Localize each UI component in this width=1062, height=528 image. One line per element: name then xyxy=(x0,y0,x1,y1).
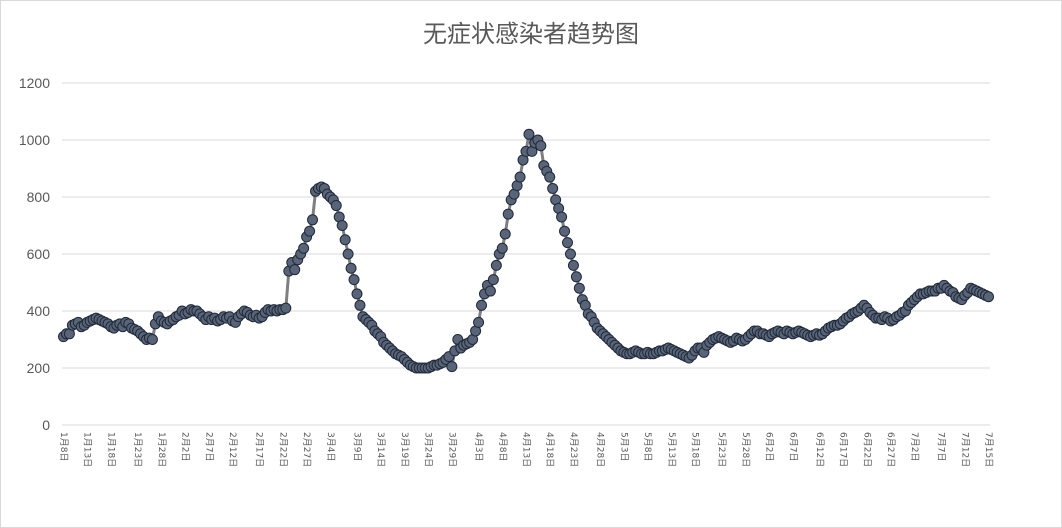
x-tick-label: 1月13日 xyxy=(82,432,93,467)
data-point xyxy=(983,291,995,303)
x-tick-label: 2月2日 xyxy=(180,432,191,461)
x-tick-label: 4月13日 xyxy=(521,432,532,467)
x-tick-label: 2月17日 xyxy=(254,432,265,467)
data-point xyxy=(570,271,582,283)
x-tick-label: 6月17日 xyxy=(838,432,849,467)
x-tick-label: 3月9日 xyxy=(352,432,363,461)
y-tick-label: 1000 xyxy=(19,132,50,148)
data-point xyxy=(487,274,499,286)
data-point xyxy=(523,128,535,140)
x-tick-label: 3月14日 xyxy=(375,432,386,467)
x-tick-label: 6月2日 xyxy=(764,432,775,461)
x-tick-label: 5月3日 xyxy=(618,432,629,461)
data-point xyxy=(499,228,511,240)
data-point xyxy=(348,274,360,286)
data-point xyxy=(342,248,354,260)
y-tick-label: 800 xyxy=(27,189,51,205)
y-axis: 0 200 400 600 800 1000 1200 xyxy=(19,75,50,433)
data-point xyxy=(336,220,348,231)
data-point xyxy=(535,140,547,152)
x-tick-label: 3月24日 xyxy=(423,432,434,467)
y-tick-label: 0 xyxy=(42,417,50,433)
x-tick-label: 6月7日 xyxy=(787,432,798,461)
data-point xyxy=(330,200,342,212)
x-tick-label: 7月7日 xyxy=(936,432,947,461)
x-tick-label: 3月4日 xyxy=(325,432,336,461)
x-tick-label: 1月18日 xyxy=(105,432,116,467)
data-point xyxy=(345,262,357,274)
series-line xyxy=(62,132,990,370)
data-point xyxy=(556,211,568,223)
y-tick-label: 200 xyxy=(27,360,51,376)
data-point xyxy=(473,316,485,328)
data-point xyxy=(562,237,574,249)
data-point xyxy=(351,288,363,300)
x-tick-label: 4月3日 xyxy=(473,432,484,461)
x-tick-label: 5月13日 xyxy=(666,432,677,467)
x-tick-label: 5月8日 xyxy=(642,432,653,461)
x-tick-label: 4月28日 xyxy=(595,432,606,467)
data-point xyxy=(446,361,458,373)
data-point xyxy=(573,282,585,294)
y-tick-label: 600 xyxy=(27,246,51,262)
data-point xyxy=(304,225,316,237)
x-tick-label: 4月18日 xyxy=(544,432,555,467)
data-point xyxy=(496,242,508,254)
y-tick-label: 400 xyxy=(27,303,51,319)
x-tick-label: 6月12日 xyxy=(814,432,825,467)
x-tick-label: 6月27日 xyxy=(885,432,896,467)
data-point xyxy=(339,234,351,246)
y-tick-label: 1200 xyxy=(19,75,50,91)
x-tick-label: 2月12日 xyxy=(227,432,238,467)
data-point xyxy=(280,302,292,314)
x-tick-label: 4月8日 xyxy=(497,432,508,461)
data-point xyxy=(564,248,576,260)
x-tick-label: 2月22日 xyxy=(277,432,288,467)
x-tick-label: 1月8日 xyxy=(58,432,69,461)
gridlines xyxy=(62,82,990,426)
data-point xyxy=(514,171,526,183)
x-tick-label: 3月29日 xyxy=(446,432,457,467)
x-tick-label: 4月23日 xyxy=(568,432,579,467)
data-point xyxy=(544,171,556,183)
x-tick-label: 2月27日 xyxy=(301,432,312,467)
x-tick-label: 7月15日 xyxy=(983,432,994,467)
data-point xyxy=(559,225,571,237)
x-tick-label: 5月28日 xyxy=(740,432,751,467)
x-tick-label: 6月22日 xyxy=(861,432,872,467)
data-point xyxy=(476,299,488,311)
x-tick-label: 1月23日 xyxy=(132,432,143,467)
x-tick-label: 5月23日 xyxy=(716,432,727,467)
data-point xyxy=(490,259,502,271)
data-point xyxy=(567,259,579,271)
data-point xyxy=(289,264,301,276)
data-point xyxy=(307,214,319,226)
chart-title: 无症状感染者趋势图 xyxy=(423,20,639,48)
data-point xyxy=(547,182,559,194)
x-axis: 1月8日 1月13日 1月18日 1月23日 1月28日 2月2日 2月7日 2月12日 2月1… xyxy=(58,432,994,467)
x-tick-label: 5月18日 xyxy=(689,432,700,467)
data-point xyxy=(298,242,310,254)
x-tick-label: 1月28日 xyxy=(156,432,167,467)
data-point xyxy=(502,208,514,220)
data-point xyxy=(354,299,366,311)
x-tick-label: 7月2日 xyxy=(909,432,920,461)
data-point xyxy=(146,334,158,345)
plot-area xyxy=(57,128,995,374)
x-tick-label: 3月19日 xyxy=(399,432,410,467)
data-point xyxy=(484,285,496,297)
x-tick-label: 2月7日 xyxy=(203,432,214,461)
x-tick-label: 7月12日 xyxy=(959,432,970,467)
